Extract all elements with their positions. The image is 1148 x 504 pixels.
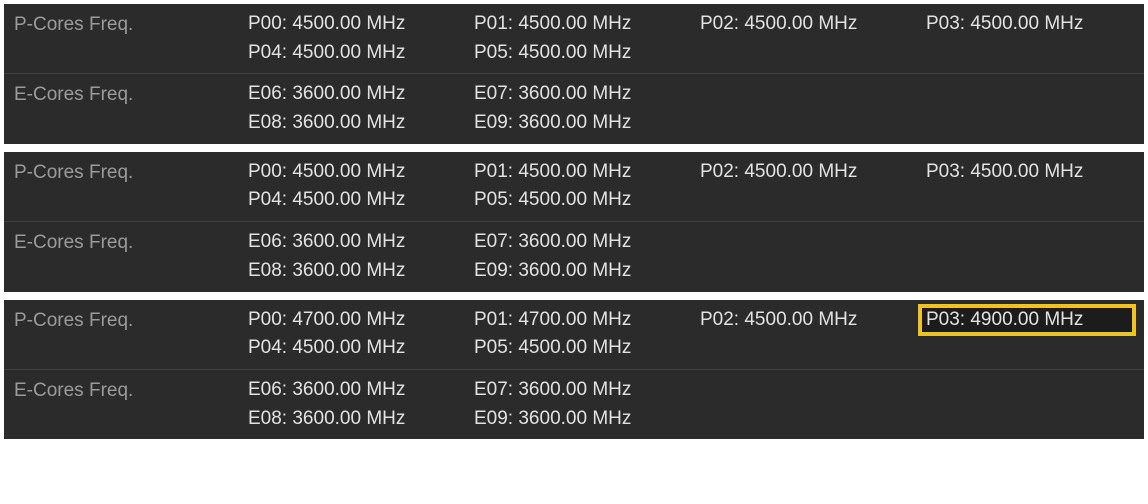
pcores-cells: P00: 4700.00 MHz P01: 4700.00 MHz P02: 4… <box>246 308 1130 361</box>
pcores-row: P-Cores Freq. P00: 4500.00 MHz P01: 4500… <box>4 4 1144 74</box>
core-freq-cell: P05: 4500.00 MHz <box>472 336 678 361</box>
core-freq-cell: P04: 4500.00 MHz <box>246 188 452 213</box>
core-freq-cell: P02: 4500.00 MHz <box>698 160 904 185</box>
pcores-cells: P00: 4500.00 MHz P01: 4500.00 MHz P02: 4… <box>246 160 1130 213</box>
freq-block: P-Cores Freq. P00: 4500.00 MHz P01: 4500… <box>4 4 1144 144</box>
ecores-cells: E06: 3600.00 MHz E07: 3600.00 MHz . . E0… <box>246 82 1130 135</box>
core-freq-cell: P02: 4500.00 MHz <box>698 12 904 37</box>
ecores-cells: E06: 3600.00 MHz E07: 3600.00 MHz . . E0… <box>246 230 1130 283</box>
core-freq-cell: P00: 4500.00 MHz <box>246 12 452 37</box>
core-freq-cell: E08: 3600.00 MHz <box>246 407 452 432</box>
core-freq-cell: P00: 4700.00 MHz <box>246 308 452 333</box>
core-freq-cell: P01: 4500.00 MHz <box>472 12 678 37</box>
core-freq-cell: E06: 3600.00 MHz <box>246 82 452 107</box>
core-freq-cell-highlighted: P03: 4900.00 MHz <box>920 306 1134 335</box>
core-freq-cell: P03: 4500.00 MHz <box>924 160 1130 185</box>
ecores-row: E-Cores Freq. E06: 3600.00 MHz E07: 3600… <box>4 222 1144 291</box>
core-freq-cell: E08: 3600.00 MHz <box>246 259 452 284</box>
freq-block: P-Cores Freq. P00: 4500.00 MHz P01: 4500… <box>4 152 1144 292</box>
core-freq-cell: E07: 3600.00 MHz <box>472 82 678 107</box>
monitor-panel: P-Cores Freq. P00: 4500.00 MHz P01: 4500… <box>0 0 1148 504</box>
core-freq-cell: E09: 3600.00 MHz <box>472 407 678 432</box>
pcores-row: P-Cores Freq. P00: 4500.00 MHz P01: 4500… <box>4 152 1144 222</box>
pcores-row: P-Cores Freq. P00: 4700.00 MHz P01: 4700… <box>4 300 1144 370</box>
core-freq-cell: P03: 4500.00 MHz <box>924 12 1130 37</box>
pcores-label: P-Cores Freq. <box>14 308 246 332</box>
core-freq-cell: E07: 3600.00 MHz <box>472 378 678 403</box>
core-freq-cell: E08: 3600.00 MHz <box>246 111 452 136</box>
ecores-label: E-Cores Freq. <box>14 82 246 106</box>
core-freq-cell: E07: 3600.00 MHz <box>472 230 678 255</box>
core-freq-cell: P05: 4500.00 MHz <box>472 41 678 66</box>
core-freq-cell: E06: 3600.00 MHz <box>246 230 452 255</box>
core-freq-cell: E09: 3600.00 MHz <box>472 259 678 284</box>
ecores-label: E-Cores Freq. <box>14 230 246 254</box>
pcores-label: P-Cores Freq. <box>14 12 246 36</box>
pcores-label: P-Cores Freq. <box>14 160 246 184</box>
core-freq-cell: E09: 3600.00 MHz <box>472 111 678 136</box>
core-freq-cell: P01: 4500.00 MHz <box>472 160 678 185</box>
core-freq-cell: P01: 4700.00 MHz <box>472 308 678 333</box>
ecores-label: E-Cores Freq. <box>14 378 246 402</box>
core-freq-cell: P04: 4500.00 MHz <box>246 41 452 66</box>
ecores-row: E-Cores Freq. E06: 3600.00 MHz E07: 3600… <box>4 74 1144 143</box>
core-freq-cell: P05: 4500.00 MHz <box>472 188 678 213</box>
core-freq-cell: E06: 3600.00 MHz <box>246 378 452 403</box>
core-freq-cell: P04: 4500.00 MHz <box>246 336 452 361</box>
core-freq-cell: P02: 4500.00 MHz <box>698 308 904 333</box>
pcores-cells: P00: 4500.00 MHz P01: 4500.00 MHz P02: 4… <box>246 12 1130 65</box>
ecores-cells: E06: 3600.00 MHz E07: 3600.00 MHz . . E0… <box>246 378 1130 431</box>
ecores-row: E-Cores Freq. E06: 3600.00 MHz E07: 3600… <box>4 370 1144 439</box>
freq-block: P-Cores Freq. P00: 4700.00 MHz P01: 4700… <box>4 300 1144 440</box>
core-freq-cell: P00: 4500.00 MHz <box>246 160 452 185</box>
